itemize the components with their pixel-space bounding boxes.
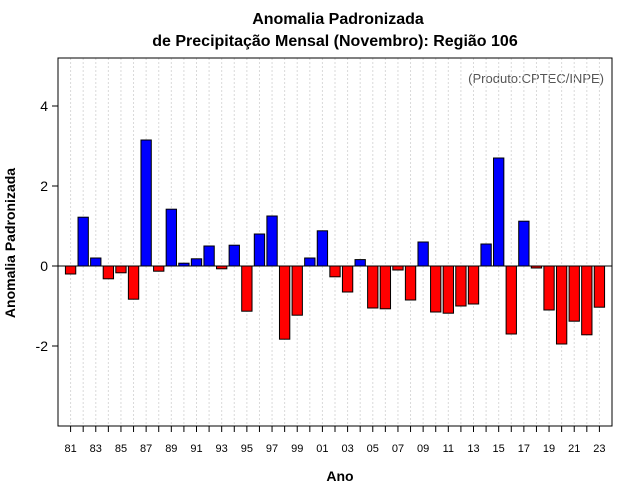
bar-2017 — [518, 220, 530, 267]
x-tick-label: 15 — [493, 443, 505, 455]
bar-1991 — [190, 258, 203, 267]
grid-layer — [70, 58, 600, 426]
bar-2023 — [593, 265, 606, 308]
bar-1999 — [291, 265, 303, 316]
bar-2009 — [417, 241, 429, 267]
x-tick-label: 95 — [241, 443, 253, 455]
y-tick-label: -2 — [36, 338, 49, 354]
bar-1989 — [165, 208, 177, 267]
bar-2001 — [316, 230, 329, 267]
x-tick-label: 05 — [367, 443, 379, 455]
bar-1983 — [90, 257, 102, 267]
bar-1982 — [77, 216, 89, 267]
x-tick-label: 89 — [165, 443, 177, 455]
bar-2022 — [581, 265, 593, 336]
bar-1986 — [127, 265, 140, 300]
bar-2002 — [329, 265, 341, 278]
x-tick-label: 99 — [291, 443, 303, 455]
x-tick-label: 91 — [190, 443, 202, 455]
bar-2010 — [430, 265, 442, 313]
x-axis-label: Ano — [326, 468, 353, 484]
bar-2020 — [555, 265, 568, 345]
bar-2006 — [379, 265, 392, 310]
bar-2003 — [341, 265, 354, 293]
bar-2021 — [568, 265, 580, 322]
bar-2011 — [442, 265, 454, 314]
x-tick-label: 97 — [266, 443, 278, 455]
bar-2015 — [493, 157, 505, 267]
x-tick-label: 85 — [115, 443, 127, 455]
bar-layer — [64, 139, 606, 345]
bar-1984 — [102, 265, 115, 280]
chart-title: Anomalia Padronizada — [252, 11, 424, 28]
x-tick-label: 83 — [90, 443, 102, 455]
x-tick-label: 17 — [518, 443, 530, 455]
bar-1987 — [140, 139, 152, 267]
x-tick-label: 03 — [341, 443, 353, 455]
x-tick-label: 01 — [316, 443, 328, 455]
bar-1994 — [228, 244, 240, 267]
y-axis-label: Anomalia Padronizada — [2, 168, 18, 318]
y-tick-label: 4 — [40, 98, 48, 114]
y-tick-label: 0 — [40, 258, 48, 274]
chart-subtitle: de Precipitação Mensal (Novembro): Regiã… — [152, 33, 518, 50]
x-tick-label: 87 — [140, 443, 152, 455]
x-tick-label: 07 — [392, 443, 404, 455]
axis-layer: -2 0 2 4 81 83 85 87 89 91 93 95 97 99 01 03 05 07 09 11 13 1… — [36, 98, 606, 455]
bar-1995 — [241, 265, 253, 312]
bar-2013 — [467, 265, 480, 305]
bar-1997 — [266, 215, 278, 267]
bar-2000 — [304, 257, 316, 267]
y-tick-label: 2 — [40, 178, 48, 194]
plot-frame — [57, 57, 613, 427]
bar-2004 — [354, 259, 366, 267]
x-tick-label: 11 — [443, 443, 454, 455]
x-tick-label: 09 — [417, 443, 429, 455]
bar-2019 — [543, 265, 555, 311]
bar-1996 — [253, 233, 266, 267]
x-tick-label: 21 — [568, 443, 580, 455]
x-tick-label: 93 — [216, 443, 228, 455]
x-tick-label: 13 — [467, 443, 479, 455]
bar-2014 — [480, 243, 492, 267]
bar-1985 — [115, 265, 127, 274]
bar-2012 — [455, 265, 467, 307]
x-tick-label: 81 — [64, 443, 76, 455]
bar-2005 — [367, 265, 379, 309]
bar-1992 — [203, 245, 215, 267]
bar-2007 — [392, 265, 404, 271]
bar-2008 — [404, 265, 417, 301]
bar-1981 — [64, 265, 77, 275]
x-tick-label: 23 — [593, 443, 605, 455]
bar-1998 — [278, 265, 291, 340]
x-tick-label: 19 — [543, 443, 555, 455]
bar-1988 — [153, 265, 165, 272]
bar-2016 — [505, 265, 517, 335]
